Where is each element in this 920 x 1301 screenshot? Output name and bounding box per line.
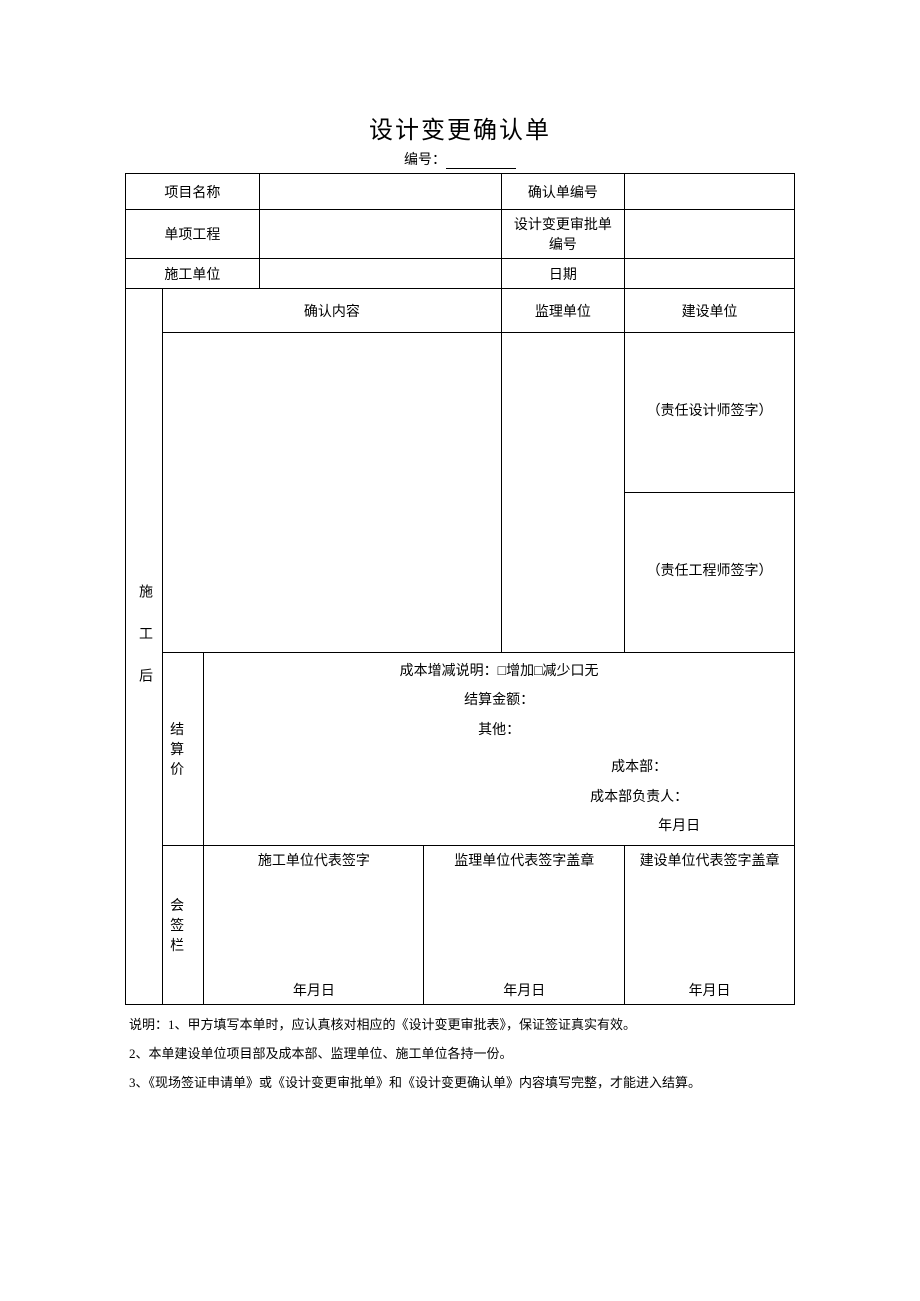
engineer-sign-text: （责任工程师签字）: [631, 560, 788, 586]
signoff-col1-label: 施工单位代表签字: [210, 850, 417, 870]
project-name-value: [259, 174, 501, 210]
design-change-no-label: 设计变更审批单编号: [501, 210, 625, 259]
signoff-col3-space: [631, 870, 788, 980]
row-cost-lower: 成本部： 成本部负责人： 年月日: [126, 749, 795, 846]
side-label-signoff: 会签栏: [163, 846, 204, 1005]
signoff-col1: 施工单位代表签字 年月日: [204, 846, 424, 1005]
supervision-label: 监理单位: [501, 289, 625, 333]
designer-sign-cell: （责任设计师签字）: [625, 333, 795, 493]
document-subtitle: 编号：: [125, 149, 795, 169]
signoff-col3-date: 年月日: [631, 980, 788, 1000]
signoff-col2: 监理单位代表签字盖章 年月日: [424, 846, 625, 1005]
single-project-value: [259, 210, 501, 259]
cost-line1: 成本增减说明：□增加□减少口无: [210, 657, 788, 686]
designer-sign-text: （责任设计师签字）: [631, 400, 788, 426]
signoff-col2-date: 年月日: [430, 980, 618, 1000]
subtitle-underline: [446, 155, 516, 169]
signoff-col3: 建设单位代表签字盖章 年月日: [625, 846, 795, 1005]
confirm-no-value: [625, 174, 795, 210]
construction-unit-value: [259, 259, 501, 289]
confirm-content-label: 确认内容: [163, 289, 502, 333]
cost-line3: 其他：: [210, 716, 788, 745]
subtitle-label: 编号：: [404, 153, 446, 168]
construction-unit-label: 施工单位: [126, 259, 260, 289]
cost-lower: 成本部： 成本部负责人： 年月日: [204, 749, 795, 846]
cost-upper: 成本增减说明：□增加□减少口无 结算金额： 其他：: [204, 653, 795, 750]
cost-line2: 结算金额：: [210, 686, 788, 715]
row-single-project: 单项工程 设计变更审批单编号: [126, 210, 795, 259]
document-page: 设计变更确认单 编号： 项目名称 确认单编号 单项工程 设计变更审批单编号: [0, 0, 920, 1301]
notes-section: 说明：1、甲方填写本单时，应认真核对相应的《设计变更审批表》，保证签证真实有效。…: [125, 1011, 795, 1097]
supervision-area: [501, 333, 625, 653]
cost-date: 年月日: [210, 812, 788, 841]
side-label-construction: 施工后: [126, 289, 163, 1005]
signoff-col2-label: 监理单位代表签字盖章: [430, 850, 618, 870]
signoff-col1-date: 年月日: [210, 980, 417, 1000]
row-section-header: 施工后 确认内容 监理单位 建设单位: [126, 289, 795, 333]
document-title: 设计变更确认单: [125, 110, 795, 145]
date-value: [625, 259, 795, 289]
note-1: 说明：1、甲方填写本单时，应认真核对相应的《设计变更审批表》，保证签证真实有效。: [129, 1011, 791, 1040]
row-content-upper: （责任设计师签字）: [126, 333, 795, 493]
notes-prefix: 说明：: [129, 1017, 168, 1032]
signoff-col1-space: [210, 870, 417, 980]
form-table: 项目名称 确认单编号 单项工程 设计变更审批单编号 施工单位 日期 施工后 确认…: [125, 173, 795, 1005]
row-cost: 结算价 成本增减说明：□增加□减少口无 结算金额： 其他：: [126, 653, 795, 750]
date-label: 日期: [501, 259, 625, 289]
engineer-sign-cell: （责任工程师签字）: [625, 493, 795, 653]
cost-dept: 成本部：: [210, 753, 788, 782]
row-project: 项目名称 确认单编号: [126, 174, 795, 210]
single-project-label: 单项工程: [126, 210, 260, 259]
cost-dept-head: 成本部负责人：: [210, 783, 788, 812]
signoff-col2-space: [430, 870, 618, 980]
row-signoff-header: 会签栏 施工单位代表签字 年月日 监理单位代表签字盖章 年月日 建设单位代表签字…: [126, 846, 795, 1005]
owner-label: 建设单位: [625, 289, 795, 333]
row-construction-unit: 施工单位 日期: [126, 259, 795, 289]
project-name-label: 项目名称: [126, 174, 260, 210]
note-1-text: 1、甲方填写本单时，应认真核对相应的《设计变更审批表》，保证签证真实有效。: [168, 1017, 636, 1032]
confirm-content-area: [163, 333, 502, 653]
confirm-no-label: 确认单编号: [501, 174, 625, 210]
note-2: 2、本单建设单位项目部及成本部、监理单位、施工单位各持一份。: [129, 1040, 791, 1069]
side-label-cost: 结算价: [163, 653, 204, 846]
signoff-col3-label: 建设单位代表签字盖章: [631, 850, 788, 870]
design-change-no-value: [625, 210, 795, 259]
note-3: 3、《现场签证申请单》或《设计变更审批单》和《设计变更确认单》内容填写完整，才能…: [129, 1069, 791, 1098]
